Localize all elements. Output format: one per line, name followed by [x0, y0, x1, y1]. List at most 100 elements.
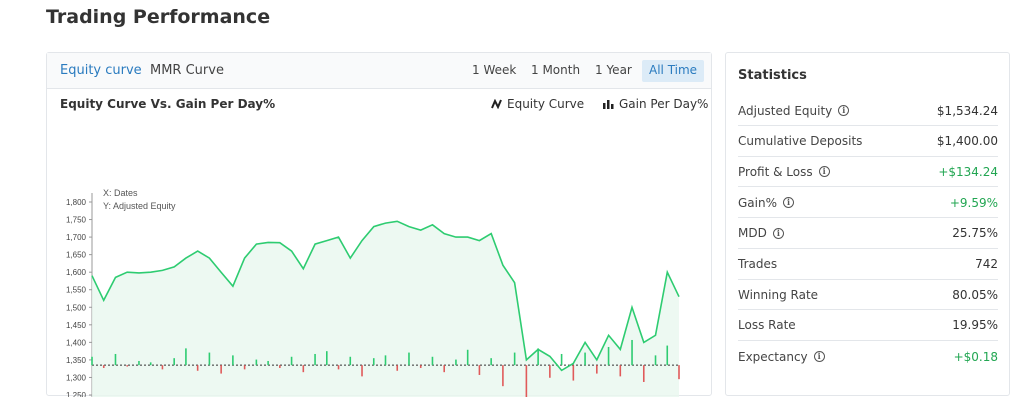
- equity-line: [91, 220, 680, 372]
- y-tick-label: 1,500: [66, 303, 87, 312]
- gain-bar: [654, 355, 657, 366]
- stat-label-text: Cumulative Deposits: [738, 134, 863, 149]
- gain-bar: [220, 365, 222, 374]
- axis-note-x: X: Dates: [103, 188, 138, 198]
- stat-row: Winning Rate 80.05%: [738, 280, 998, 311]
- gain-bar: [255, 359, 258, 366]
- gain-bar: [196, 365, 199, 371]
- axis-note-y: Y: Adjusted Equity: [103, 201, 176, 211]
- y-tick-label: 1,650: [66, 251, 87, 260]
- tab-equity-curve[interactable]: Equity curve: [60, 63, 142, 78]
- stat-label: Cumulative Deposits: [738, 134, 862, 148]
- info-icon[interactable]: i: [783, 197, 794, 209]
- stat-label: Trades: [738, 257, 777, 271]
- gain-bar: [443, 365, 445, 373]
- y-tick-label: 1,350: [66, 356, 87, 365]
- gain-bar: [666, 345, 669, 366]
- stat-label-text: MDD: [738, 226, 767, 241]
- y-tick-label: 1,600: [66, 268, 87, 277]
- stat-label-text: Gain%: [738, 195, 777, 210]
- statistics-card: Statistics Adjusted Equity i $1,534.24 Cumu…: [725, 52, 1010, 396]
- gain-bar: [596, 365, 598, 374]
- info-icon[interactable]: i: [838, 105, 850, 116]
- equity-chart[interactable]: 1,250 1,300 1,350 1,400 1,450 1,500 1,550 1,600…: [47, 123, 711, 397]
- range-all-time[interactable]: All Time: [642, 60, 705, 82]
- stat-row: MDD i 25.75%: [738, 219, 998, 249]
- gain-bar: [490, 358, 492, 366]
- stat-value: +9.59%: [949, 195, 998, 210]
- gain-bar: [478, 365, 481, 375]
- gain-bar: [114, 353, 117, 366]
- stat-row: Expectancy i +$0.18: [738, 342, 998, 372]
- stat-label: Winning Rate: [738, 288, 818, 302]
- bar-chart-icon: [603, 100, 614, 109]
- gain-bar: [537, 348, 539, 366]
- page-title: Trading Performance: [46, 6, 271, 28]
- gain-bar: [91, 356, 93, 366]
- gain-bar: [431, 356, 434, 366]
- stat-row: Adjusted Equity i $1,534.24: [738, 96, 998, 126]
- range-1-year[interactable]: 1 Year: [595, 63, 632, 77]
- gain-bar: [513, 352, 516, 366]
- gain-bar: [607, 346, 610, 366]
- gain-bar: [267, 360, 269, 366]
- gain-bar: [466, 349, 469, 366]
- stat-row: Loss Rate 19.95%: [738, 311, 998, 341]
- stat-row: Cumulative Deposits $1,400.00: [738, 127, 998, 157]
- y-tick-label: 1,300: [66, 373, 87, 382]
- gain-bar: [678, 365, 680, 380]
- equity-card: Equity curve MMR Curve 1 Week 1 Month 1 …: [46, 52, 712, 397]
- gain-bar: [502, 365, 504, 387]
- legend-gain[interactable]: Gain Per Day%: [603, 97, 708, 111]
- y-tick-label: 1,250: [66, 391, 87, 397]
- gain-bar: [419, 365, 422, 368]
- gain-bar: [408, 352, 410, 366]
- y-tick-label: 1,450: [66, 321, 87, 330]
- info-icon[interactable]: i: [813, 351, 825, 363]
- gain-bar: [326, 351, 328, 366]
- gain-bar: [642, 365, 645, 382]
- y-tick-label: 1,400: [66, 338, 87, 347]
- gain-bar: [337, 365, 340, 370]
- stat-label-text: Trades: [738, 257, 778, 271]
- info-icon[interactable]: i: [772, 227, 784, 239]
- gain-bar: [290, 356, 293, 366]
- stat-value: $1,534.24: [936, 103, 998, 118]
- gain-bar: [138, 360, 140, 366]
- gain-bar: [279, 365, 281, 368]
- stat-value: 742: [975, 257, 998, 271]
- stat-label: Gain% i: [738, 196, 794, 210]
- gain-bar: [549, 365, 551, 378]
- legend-equity-label: Equity Curve: [507, 97, 585, 111]
- stat-value: 19.95%: [952, 318, 998, 333]
- gain-bar: [232, 355, 234, 366]
- stat-value: 80.05%: [952, 287, 998, 302]
- stat-label: Loss Rate: [738, 318, 796, 332]
- stat-label: MDD i: [738, 226, 784, 240]
- card-header: Equity curve MMR Curve 1 Week 1 Month 1 …: [47, 53, 711, 89]
- stat-label-text: Profit & Loss: [738, 164, 813, 179]
- stat-label-text: Loss Rate: [738, 318, 796, 333]
- tab-mmr-curve[interactable]: MMR Curve: [150, 63, 224, 78]
- stat-value: 25.75%: [952, 226, 998, 241]
- stat-label: Adjusted Equity i: [738, 104, 850, 118]
- line-chart-icon: [491, 99, 502, 109]
- gain-bar: [455, 359, 457, 366]
- gain-bar: [173, 358, 175, 366]
- gain-bar: [631, 339, 633, 366]
- gain-bar: [314, 353, 316, 366]
- chart-title: Equity Curve Vs. Gain Per Day%: [60, 97, 276, 111]
- gain-bar: [361, 365, 363, 377]
- gain-bar: [208, 352, 211, 366]
- info-icon[interactable]: i: [818, 166, 830, 178]
- gain-bar: [619, 365, 622, 377]
- range-1-month[interactable]: 1 Month: [531, 63, 581, 77]
- gain-bar: [161, 365, 164, 370]
- stat-label-text: Winning Rate: [738, 287, 819, 302]
- gain-bar: [396, 365, 399, 371]
- y-tick-label: 1,700: [66, 233, 87, 242]
- stat-label: Profit & Loss i: [738, 165, 830, 179]
- legend-equity[interactable]: Equity Curve: [491, 97, 584, 111]
- gain-bar: [525, 365, 528, 397]
- range-1-week[interactable]: 1 Week: [472, 63, 517, 77]
